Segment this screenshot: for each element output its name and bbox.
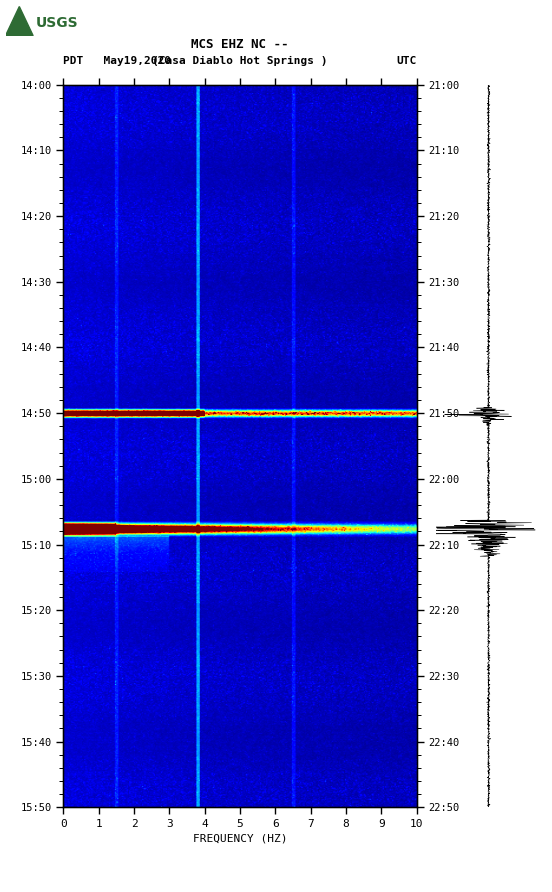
Text: USGS: USGS [36, 16, 78, 30]
Text: MCS EHZ NC --: MCS EHZ NC -- [192, 38, 289, 51]
Text: UTC: UTC [396, 55, 417, 66]
Text: PDT   May19,2020: PDT May19,2020 [63, 55, 172, 66]
X-axis label: FREQUENCY (HZ): FREQUENCY (HZ) [193, 833, 288, 843]
Polygon shape [6, 6, 33, 36]
Text: (Casa Diablo Hot Springs ): (Casa Diablo Hot Springs ) [152, 55, 328, 66]
